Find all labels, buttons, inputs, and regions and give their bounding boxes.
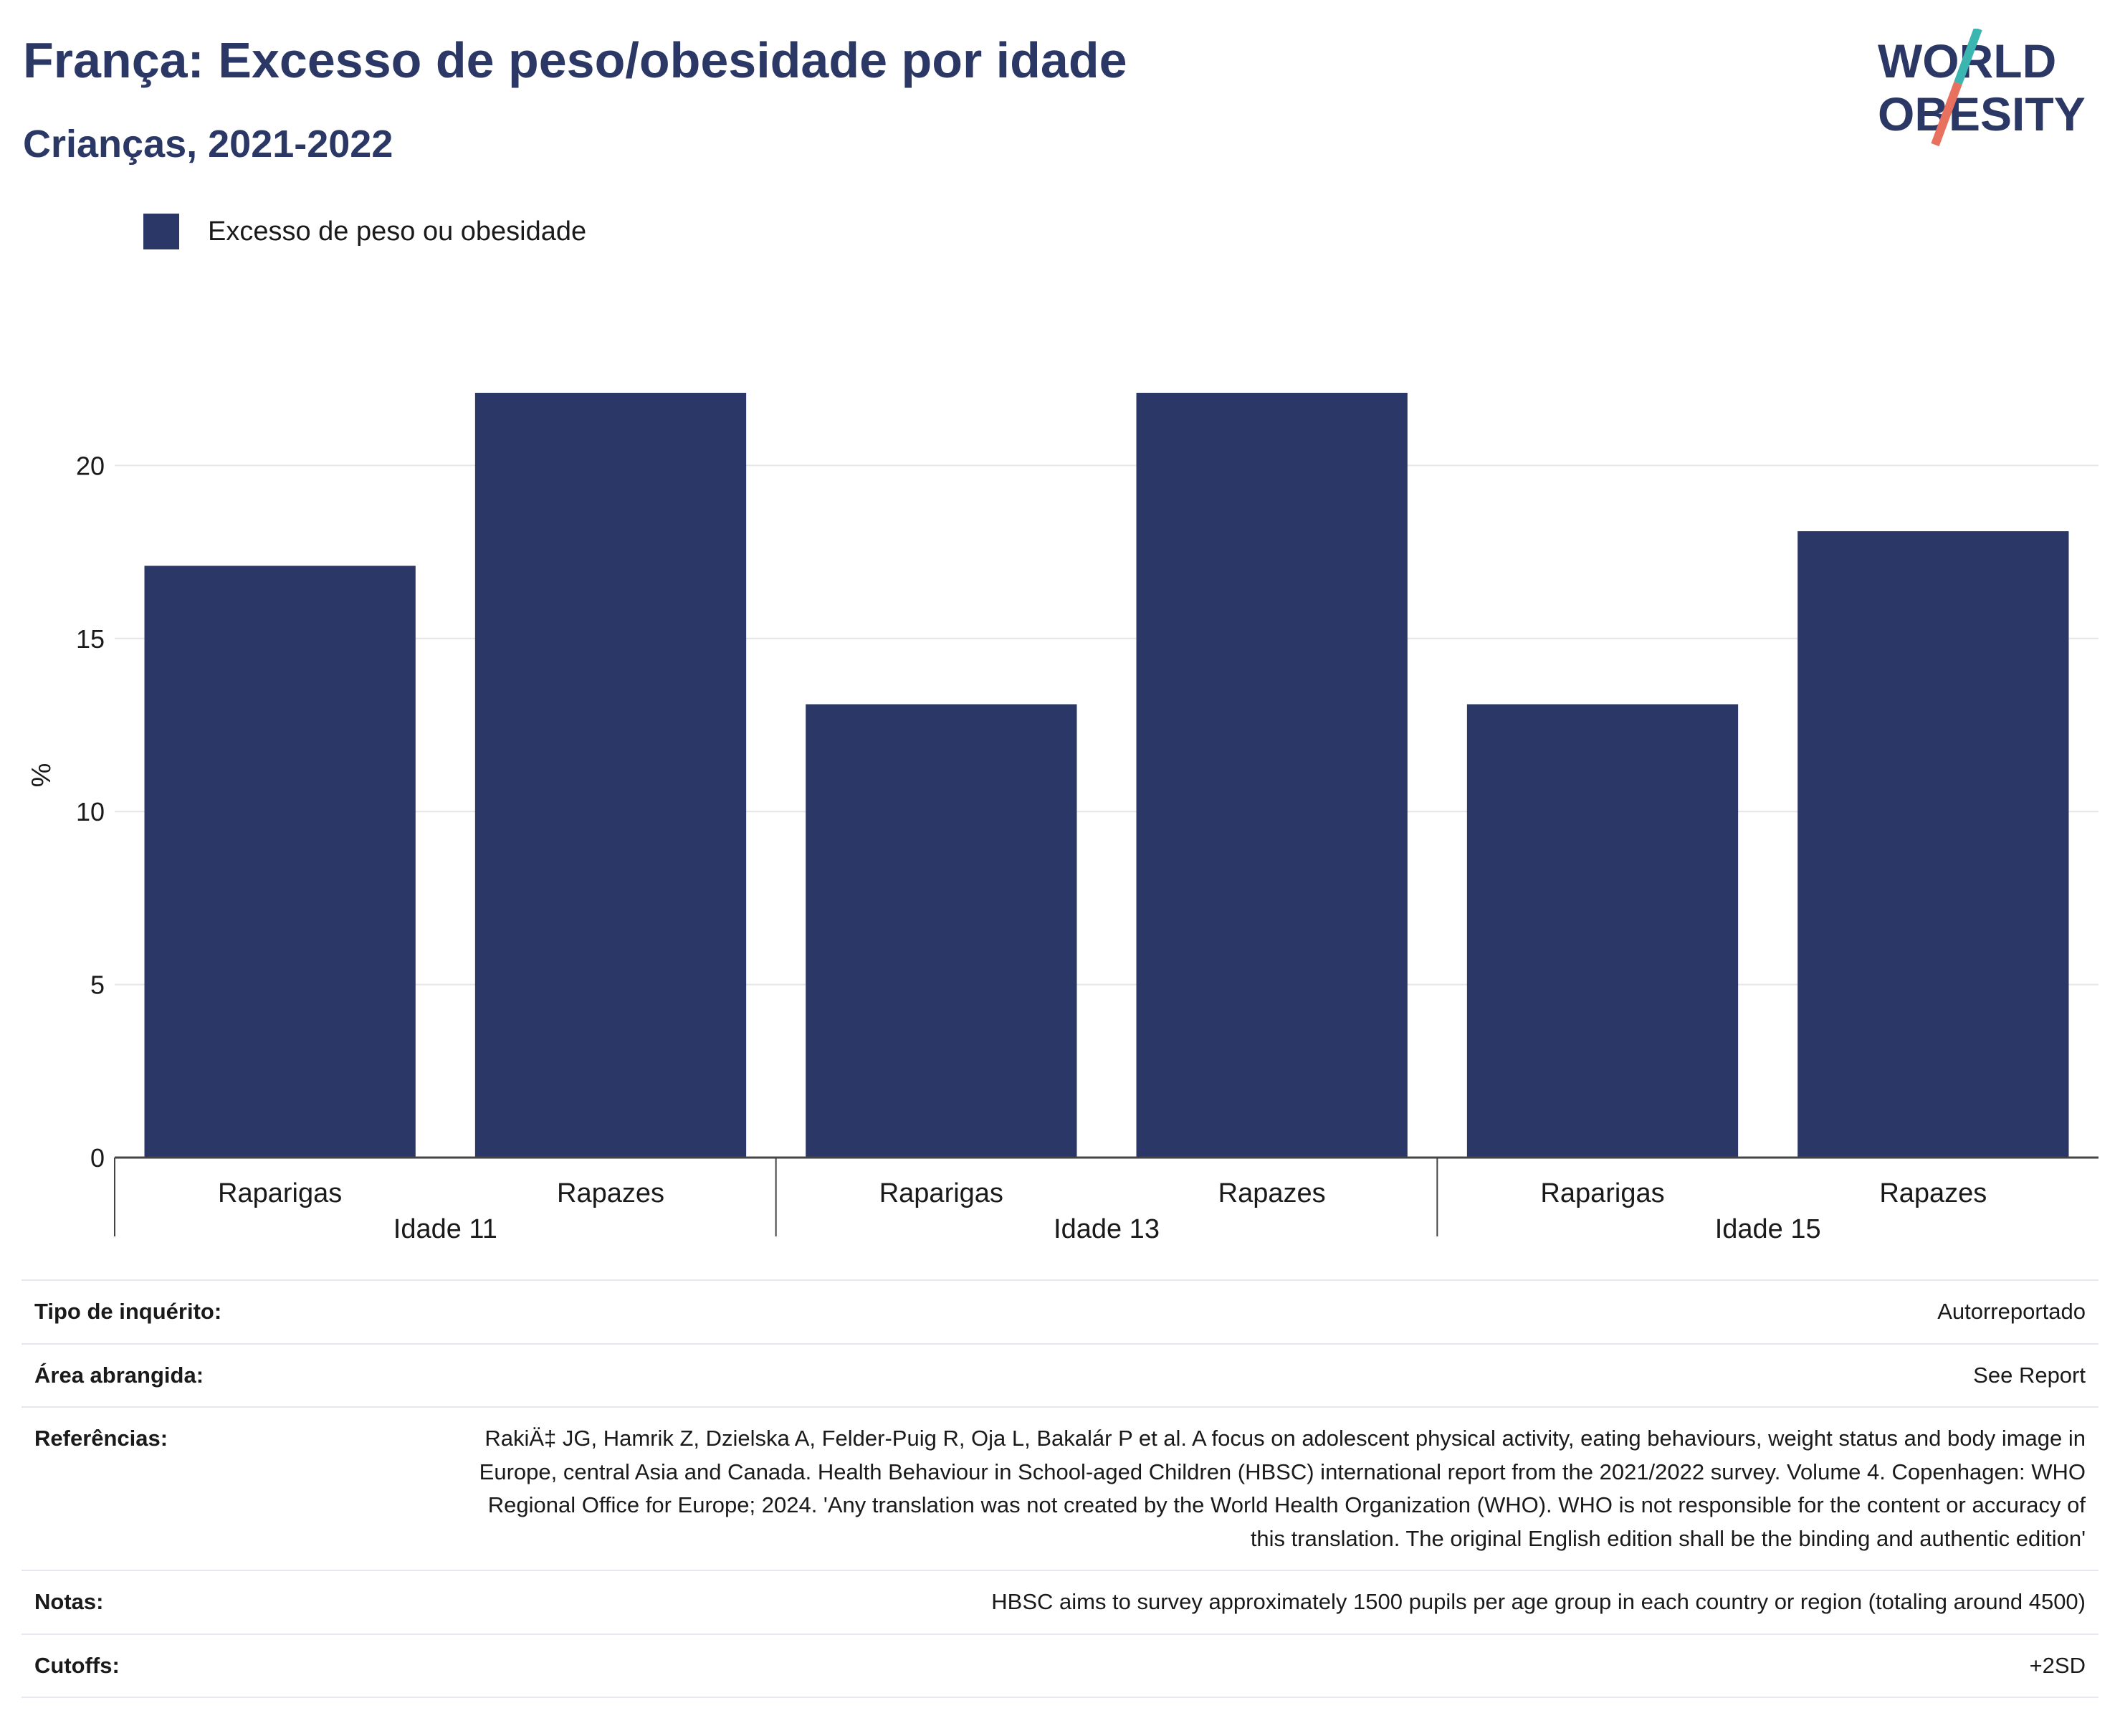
y-axis-label: %	[27, 763, 57, 788]
bar	[474, 393, 747, 1158]
world-obesity-logo: WORLD OBESITY	[1878, 29, 2086, 147]
x-group-label: Idade 11	[393, 1214, 497, 1244]
info-row-area: Área abrangida: See Report	[22, 1342, 2098, 1407]
y-tick-label: 0	[90, 1143, 105, 1173]
bar	[1797, 531, 2069, 1158]
bar-chart: 0 5 10 15 20% Raparigas Rapazes Idade 11 Raparig…	[27, 393, 2098, 1244]
info-table: Tipo de inquérito: Autorreportado Área a…	[22, 1279, 2098, 1698]
info-label: Área abrangida:	[22, 1342, 449, 1407]
y-tick-label: 10	[76, 797, 105, 826]
x-category-label: Rapazes	[1218, 1178, 1326, 1208]
info-label: Tipo de inquérito:	[22, 1279, 449, 1344]
x-group-label: Idade 13	[1054, 1214, 1160, 1244]
bar	[1466, 704, 1739, 1158]
y-tick-label: 5	[90, 970, 105, 1000]
x-category-label: Rapazes	[1879, 1178, 1987, 1208]
x-group-label: Idade 15	[1715, 1214, 1821, 1244]
info-label: Referências:	[22, 1406, 449, 1570]
info-value: RakiÄ‡ JG, Hamrik Z, Dzielska A, Felder-…	[449, 1406, 2098, 1570]
info-label: Cutoffs:	[22, 1633, 449, 1698]
info-row-survey-type: Tipo de inquérito: Autorreportado	[22, 1279, 2098, 1344]
info-row-references: Referências: RakiÄ‡ JG, Hamrik Z, Dziels…	[22, 1406, 2098, 1570]
info-row-cutoffs: Cutoffs: +2SD	[22, 1633, 2098, 1698]
x-category-label: Raparigas	[1540, 1178, 1664, 1208]
bar	[806, 704, 1077, 1158]
chart-legend: Excesso de peso ou obesidade	[143, 214, 586, 249]
info-value: Autorreportado	[449, 1279, 2098, 1344]
page-subtitle: Crianças, 2021-2022	[23, 123, 393, 166]
x-category-label: Rapazes	[557, 1178, 664, 1208]
bar	[144, 566, 416, 1158]
legend-label: Excesso de peso ou obesidade	[208, 216, 587, 247]
logo-line2: OBESITY	[1878, 87, 2086, 140]
logo-slash-top	[1954, 29, 1982, 85]
info-value: See Report	[449, 1342, 2098, 1407]
bar	[1136, 393, 1408, 1158]
x-category-label: Raparigas	[879, 1178, 1003, 1208]
legend-swatch	[143, 214, 179, 249]
info-value: +2SD	[449, 1633, 2098, 1698]
page-title: França: Excesso de peso/obesidade por id…	[23, 32, 1127, 88]
info-row-notes: Notas: HBSC aims to survey approximately…	[22, 1570, 2098, 1634]
logo-slash-bottom	[1931, 81, 1962, 147]
y-tick-label: 15	[76, 624, 105, 654]
info-value: HBSC aims to survey approximately 1500 p…	[449, 1570, 2098, 1634]
y-tick-label: 20	[76, 451, 105, 480]
info-label: Notas:	[22, 1570, 449, 1634]
x-category-label: Raparigas	[218, 1178, 342, 1208]
